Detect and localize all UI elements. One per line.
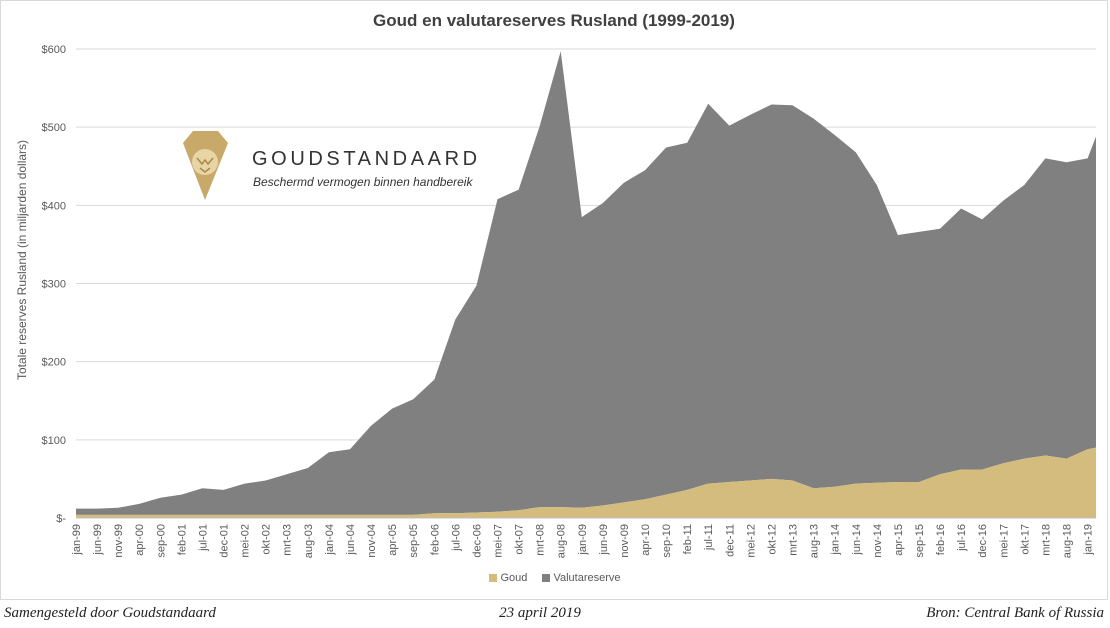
legend-item-valutareserve: Valutareserve xyxy=(542,572,621,584)
series-area-goud xyxy=(76,447,1096,518)
x-tick-label: jan-14 xyxy=(830,524,842,556)
x-tick-label: sep-15 xyxy=(914,524,926,558)
x-tick-label: jan-09 xyxy=(577,524,589,556)
x-tick-label: dec-16 xyxy=(977,524,989,558)
x-tick-label: dec-11 xyxy=(724,524,736,557)
x-tick-label: nov-14 xyxy=(872,524,884,558)
x-tick-label: aug-08 xyxy=(556,524,568,558)
x-tick-label: feb-01 xyxy=(176,524,188,555)
y-tick-label: $600 xyxy=(42,44,66,56)
brand-tagline: Beschermd vermogen binnen handbereik xyxy=(253,175,473,189)
x-tick-label: jan-99 xyxy=(71,524,83,556)
chart-legend: Goud Valutareserve xyxy=(0,572,1110,584)
x-tick-label: jul-16 xyxy=(956,524,968,552)
y-tick-label: $200 xyxy=(42,357,66,369)
x-tick-label: jan-19 xyxy=(1083,524,1095,556)
x-tick-label: mei-17 xyxy=(998,524,1010,558)
x-tick-label: jun-99 xyxy=(92,524,104,556)
chart-frame xyxy=(0,0,1108,600)
x-tick-label: mei-07 xyxy=(493,524,505,558)
x-tick-label: apr-10 xyxy=(640,524,652,556)
brand-name: GOUDSTANDAARD xyxy=(252,148,481,170)
x-tick-label: jul-01 xyxy=(197,524,209,552)
x-tick-label: okt-12 xyxy=(767,524,779,555)
x-tick-label: feb-06 xyxy=(429,524,441,555)
x-tick-label: dec-01 xyxy=(219,524,231,558)
y-axis: $- $100 $200 $300 $400 $500 $600 xyxy=(42,44,67,525)
x-tick-label: sep-10 xyxy=(661,524,673,558)
y-tick-label: $500 xyxy=(42,122,66,134)
x-tick-label: feb-16 xyxy=(935,524,947,555)
x-tick-label: jul-11 xyxy=(703,524,715,551)
footer-credit: Samengesteld door Goudstandaard xyxy=(4,605,216,621)
y-axis-label: Totale reserves Rusland (in miljarden do… xyxy=(15,140,29,380)
x-tick-label: mrt-03 xyxy=(282,524,294,556)
x-tick-label: okt-17 xyxy=(1019,524,1031,555)
y-tick-label: $100 xyxy=(42,435,66,447)
x-tick-label: aug-13 xyxy=(809,524,821,558)
goudstandaard-logo-icon xyxy=(183,131,228,200)
x-tick-label: mrt-18 xyxy=(1040,524,1052,556)
legend-label-goud: Goud xyxy=(500,572,528,584)
legend-label-valutareserve: Valutareserve xyxy=(553,572,621,584)
series-areas xyxy=(76,51,1096,518)
x-tick-label: sep-05 xyxy=(408,524,420,558)
footer-date: 23 april 2019 xyxy=(499,605,581,621)
x-tick-label: mrt-13 xyxy=(788,524,800,556)
x-tick-label: dec-06 xyxy=(471,524,483,558)
x-tick-label: jul-06 xyxy=(450,524,462,552)
x-tick-label: feb-11 xyxy=(682,524,694,554)
x-tick-label: okt-07 xyxy=(514,524,526,555)
x-tick-label: sep-00 xyxy=(155,524,167,558)
y-tick-label: $- xyxy=(56,513,66,525)
x-tick-label: mrt-08 xyxy=(535,524,547,556)
series-area-valutareserve xyxy=(76,51,1096,515)
x-tick-label: nov-99 xyxy=(113,524,125,558)
footer-source: Bron: Central Bank of Russia xyxy=(926,605,1104,621)
x-tick-label: nov-09 xyxy=(619,524,631,558)
x-tick-label: okt-02 xyxy=(261,524,273,555)
legend-swatch-goud xyxy=(489,574,498,582)
x-tick-label: nov-04 xyxy=(366,524,378,558)
x-tick-label: jun-14 xyxy=(851,524,863,556)
x-tick-label: jun-09 xyxy=(598,524,610,556)
x-tick-label: mei-02 xyxy=(240,524,252,558)
x-tick-label: apr-05 xyxy=(387,524,399,556)
x-tick-label: apr-15 xyxy=(893,524,905,556)
x-tick-label: aug-18 xyxy=(1062,524,1074,558)
legend-item-goud: Goud xyxy=(489,572,527,584)
x-tick-label: jun-04 xyxy=(345,524,357,556)
chart-title: Goud en valutareserves Rusland (1999-201… xyxy=(373,11,735,30)
x-tick-label: apr-00 xyxy=(134,524,146,556)
x-tick-label: jan-04 xyxy=(324,524,336,556)
x-tick-label: aug-03 xyxy=(303,524,315,558)
legend-swatch-valutareserve xyxy=(542,574,551,582)
y-tick-label: $300 xyxy=(42,279,66,291)
x-tick-label: mei-12 xyxy=(745,524,757,558)
x-axis: jan-99 jun-99 nov-99 apr-00 sep-00 feb-01 jul-… xyxy=(71,517,1096,558)
y-tick-label: $400 xyxy=(42,200,66,212)
